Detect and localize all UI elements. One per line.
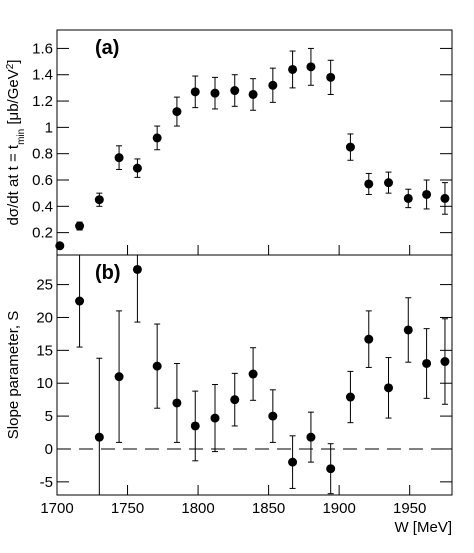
data-point [230, 395, 240, 405]
x-tick-label: 1700 [40, 500, 73, 517]
data-point [384, 178, 394, 188]
data-point [190, 87, 200, 97]
y-tick-label: 0.2 [32, 225, 53, 242]
y-tick-label: 1.2 [32, 93, 53, 110]
y-axis-label-part: dσ/dt at t = t [5, 144, 22, 225]
y-tick-label: 0 [45, 441, 53, 458]
y-axis-label: Slope parameter, S [5, 311, 22, 439]
y-tick-label: 1 [45, 119, 53, 136]
y-axis-label-part: min [16, 129, 27, 145]
data-point [345, 142, 355, 152]
data-point [75, 296, 85, 306]
panel-label: (b) [95, 262, 121, 284]
x-tick-label: 1950 [393, 500, 426, 517]
data-point [132, 163, 142, 173]
y-axis-label: dσ/dt at t = tmin [μb/GeV2] [5, 60, 27, 226]
data-point [326, 72, 336, 82]
data-point [403, 325, 413, 335]
data-point [306, 62, 316, 72]
y-tick-label: 0.6 [32, 172, 53, 189]
plot-frame [56, 254, 453, 496]
y-axis-label-part: 2 [5, 63, 16, 69]
data-point [364, 334, 374, 344]
data-point [55, 241, 65, 251]
y-tick-label: 5 [45, 408, 53, 425]
data-point [114, 153, 124, 163]
data-point [75, 221, 85, 231]
y-tick-label: 20 [36, 309, 53, 326]
data-point [114, 372, 124, 382]
data-point [422, 358, 432, 368]
y-tick-label: 10 [36, 375, 53, 392]
data-point [190, 421, 200, 431]
data-point [422, 189, 432, 199]
y-tick-label: 0.8 [32, 146, 53, 163]
data-point [94, 432, 104, 442]
x-axis-label: W [MeV] [394, 519, 452, 536]
data-point [172, 107, 182, 117]
data-point [326, 464, 336, 474]
data-point [152, 361, 162, 371]
y-axis-label-part: [μb/GeV [5, 69, 22, 129]
x-tick-label: 1750 [111, 500, 144, 517]
data-point [210, 88, 220, 98]
panel-label: (a) [95, 37, 119, 59]
data-point [152, 133, 162, 143]
data-point [248, 89, 258, 99]
data-point [345, 392, 355, 402]
data-point [403, 193, 413, 203]
data-point [230, 86, 240, 96]
y-axis-label-part: ] [5, 60, 22, 64]
data-point [248, 369, 258, 379]
data-point [440, 357, 450, 367]
data-point [288, 457, 298, 467]
x-tick-label: 1900 [322, 500, 355, 517]
y-tick-label: 1.6 [32, 40, 53, 57]
y-tick-label: 25 [36, 277, 53, 294]
data-point [268, 80, 278, 90]
data-point [94, 195, 104, 205]
y-tick-label: -5 [40, 474, 53, 491]
data-point [268, 411, 278, 421]
data-point [210, 413, 220, 423]
x-tick-label: 1800 [181, 500, 214, 517]
data-point [384, 383, 394, 393]
x-tick-label: 1850 [252, 500, 285, 517]
data-point [288, 64, 298, 74]
y-axis-label-part: Slope parameter, S [5, 311, 22, 439]
data-point [172, 398, 182, 408]
data-point [440, 193, 450, 203]
y-tick-label: 1.4 [32, 67, 53, 84]
data-point [132, 264, 142, 274]
y-tick-label: 15 [36, 342, 53, 359]
data-point [364, 179, 374, 189]
y-tick-label: 0.4 [32, 198, 53, 215]
plot-frame [56, 29, 453, 256]
data-point [306, 432, 316, 442]
